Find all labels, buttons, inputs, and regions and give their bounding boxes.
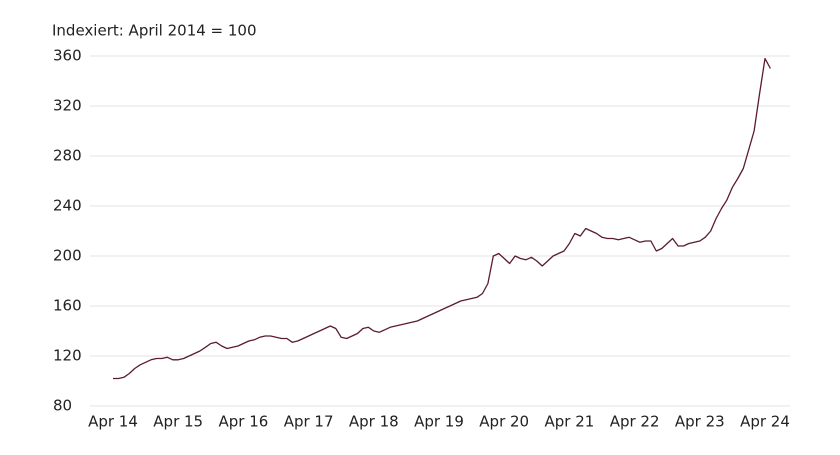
x-tick-label: Apr 17 <box>284 413 334 431</box>
x-tick-label: Apr 16 <box>218 413 268 431</box>
x-tick-label: Apr 20 <box>479 413 529 431</box>
x-tick-label: Apr 21 <box>544 413 594 431</box>
y-tick-label: 80 <box>53 397 72 415</box>
y-tick-label: 240 <box>53 197 82 215</box>
x-tick-label: Apr 19 <box>414 413 464 431</box>
x-tick-label: Apr 24 <box>740 413 790 431</box>
y-tick-label: 120 <box>53 347 82 365</box>
y-tick-label: 320 <box>53 97 82 115</box>
y-tick-label: 280 <box>53 147 82 165</box>
x-tick-label: Apr 23 <box>675 413 725 431</box>
line <box>113 57 771 380</box>
chart-title: Indexiert: April 2014 = 100 <box>52 22 257 40</box>
x-tick-label: Apr 18 <box>349 413 399 431</box>
x-tick-label: Apr 22 <box>610 413 660 431</box>
y-tick-label: 200 <box>53 247 82 265</box>
x-tick-label: Apr 15 <box>153 413 203 431</box>
y-tick-label: 160 <box>53 297 82 315</box>
y-tick-label: 360 <box>53 47 82 65</box>
x-tick-label: Apr 14 <box>88 413 138 431</box>
